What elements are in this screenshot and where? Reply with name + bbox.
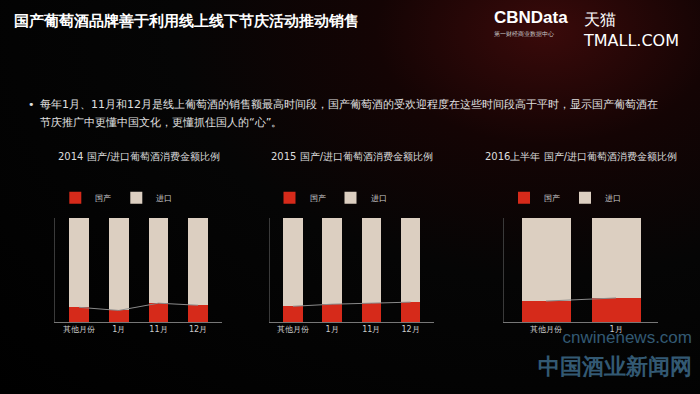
svg-text:2016上半年 国产/进口葡萄酒消费金额比例: 2016上半年 国产/进口葡萄酒消费金额比例 [485,151,677,162]
svg-text:12月: 12月 [189,325,207,334]
svg-text:12月: 12月 [401,325,419,334]
svg-text:11月: 11月 [362,325,380,334]
html-text:第一财经商业数据中心: 第一财经商业数据中心 [494,30,554,37]
svg-text:1月: 1月 [326,325,339,334]
svg-text:其他月份: 其他月份 [63,325,95,334]
svg-text:2014 国产/进口葡萄酒消费金额比例: 2014 国产/进口葡萄酒消费金额比例 [58,151,220,162]
svg-text:其他月份: 其他月份 [530,325,562,334]
svg-text:进口: 进口 [371,194,387,203]
svg-text:国产: 国产 [95,194,111,203]
html-text:天猫 TMALL.COM: 天猫 TMALL.COM [584,10,679,50]
svg-text:其他月份: 其他月份 [277,325,309,334]
svg-text:11月: 11月 [149,325,167,334]
html-text:cnwinenews.com: cnwinenews.com [562,328,692,347]
svg-text:2015 国产/进口葡萄酒消费金额比例: 2015 国产/进口葡萄酒消费金额比例 [271,151,433,162]
html-text:中国酒业新闻网: 中国酒业新闻网 [538,354,692,379]
svg-text:进口: 进口 [605,194,621,203]
svg-text:1月: 1月 [112,325,125,334]
svg-text:进口: 进口 [156,194,172,203]
svg-text:国产: 国产 [544,194,560,203]
svg-text:国产: 国产 [310,194,326,203]
html-text:每年1月、11月和12月是线上葡萄酒的销售额最高时间段，国产: 每年1月、11月和12月是线上葡萄酒的销售额最高时间段，国产葡萄酒的受欢迎程度在… [40,98,658,129]
html-text:CBNData: CBNData [494,8,568,27]
html-text:国产葡萄酒品牌善于利用线上线下节庆活动推动销售: 国产葡萄酒品牌善于利用线上线下节庆活动推动销售 [14,12,359,30]
